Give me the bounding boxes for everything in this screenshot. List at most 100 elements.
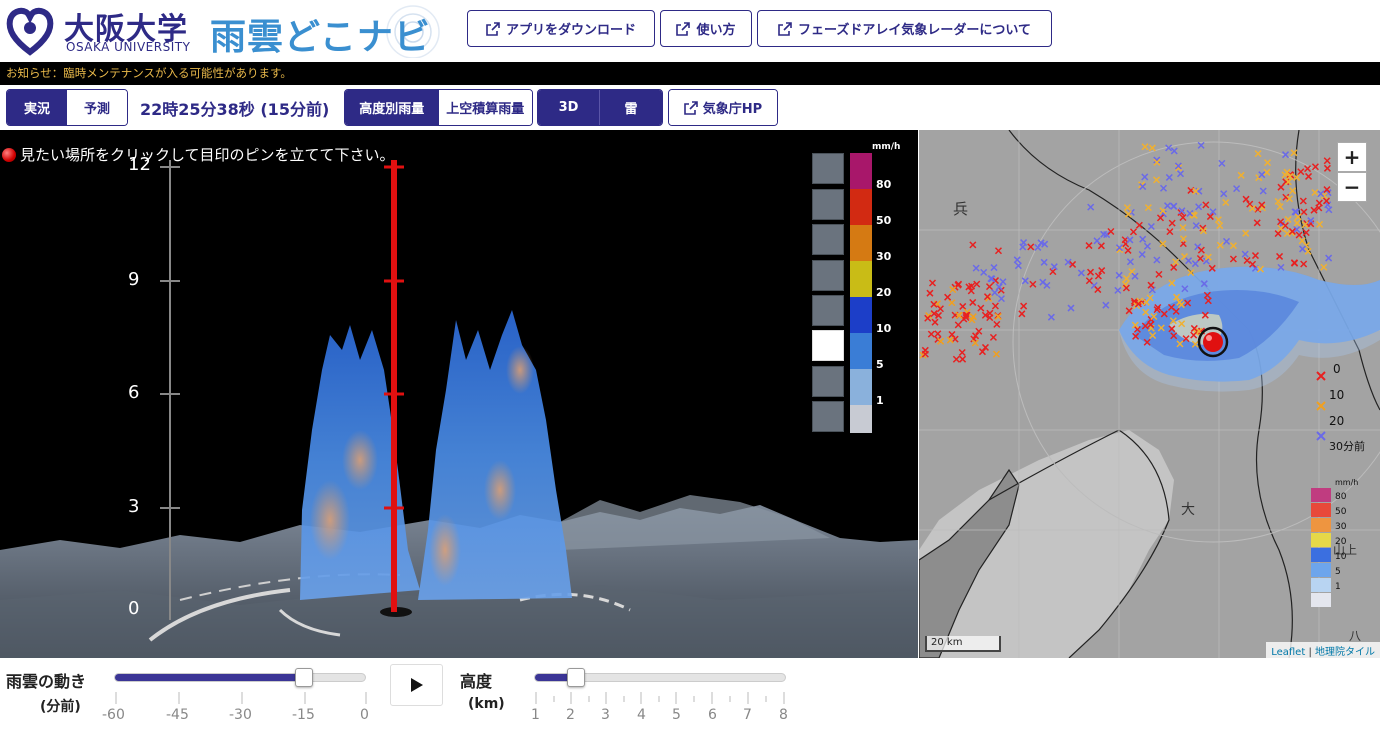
map-legend-label: 5	[1335, 567, 1341, 577]
lightning-mark	[1116, 246, 1124, 254]
lightning-mark	[1170, 147, 1178, 155]
lightning-mark	[1248, 204, 1256, 212]
lightning-mark	[1206, 213, 1214, 221]
rain-core-2	[342, 430, 378, 490]
lightning-mark	[948, 299, 956, 307]
lightning-mark	[1277, 183, 1285, 191]
play-button[interactable]	[390, 664, 443, 706]
altitude-slice-swatch-selected[interactable]	[812, 330, 844, 361]
lightning-mark	[1295, 231, 1303, 239]
jma-link-button[interactable]: 気象庁HP	[668, 89, 778, 126]
lightning-mark	[1298, 245, 1307, 253]
leaflet-link[interactable]: Leaflet	[1271, 647, 1306, 658]
lightning-mark	[1293, 225, 1301, 233]
lightning-mark	[1237, 171, 1245, 179]
zoom-in-button[interactable]: +	[1337, 142, 1367, 172]
tab-observed[interactable]: 実況	[7, 90, 67, 125]
ripple-decoration-icon	[386, 5, 440, 58]
map-canvas[interactable]: 兵 大 山上 八	[919, 130, 1380, 658]
altitude-slice-swatch[interactable]	[812, 295, 844, 326]
altitude-slice-swatch[interactable]	[812, 153, 844, 184]
lightning-mark	[1301, 221, 1309, 229]
lightning-mark	[1304, 165, 1312, 173]
lightning-mark	[1115, 271, 1123, 279]
lightning-mark	[1087, 203, 1095, 211]
location-ring	[1197, 326, 1229, 358]
lightning-mark	[1153, 256, 1161, 264]
terrain-ridge	[560, 495, 830, 550]
legend-3d-unit: mm/h	[872, 142, 901, 152]
lightning-mark	[1276, 203, 1284, 211]
time-slider[interactable]	[114, 668, 366, 687]
lightning-mark	[1143, 338, 1151, 346]
radar-3d-scene[interactable]	[0, 130, 918, 658]
osaka-university-logo[interactable]: 大阪大学 OSAKA UNIVERSITY	[4, 4, 194, 56]
lightning-mark	[1246, 200, 1254, 208]
altitude-slice-swatch[interactable]	[812, 366, 844, 397]
lightning-mark	[1049, 268, 1057, 276]
lightning-mark	[981, 343, 989, 351]
how-to-use-label: 使い方	[696, 23, 736, 38]
tab-forecast[interactable]: 予測	[67, 90, 127, 125]
altitude-slice-swatch[interactable]	[812, 189, 844, 220]
coastline-left	[148, 588, 291, 642]
tab-upper-cumulative-rain[interactable]: 上空積算雨量	[438, 90, 532, 125]
coastline	[988, 429, 1170, 658]
lightning-mark	[977, 304, 985, 312]
height-slider-handle[interactable]	[567, 668, 586, 687]
thunder-legend-marks	[1316, 371, 1326, 441]
legend-3d-label: 30	[876, 250, 892, 263]
lightning-mark	[1170, 202, 1178, 210]
download-app-button[interactable]: アプリをダウンロード	[467, 10, 655, 47]
height-tick-label: 3	[601, 707, 610, 723]
altitude-slice-swatch[interactable]	[812, 224, 844, 255]
lightning-mark	[1253, 219, 1261, 227]
lightning-mark	[1281, 151, 1290, 159]
lightning-mark	[1141, 173, 1149, 181]
altitude-slice-swatch[interactable]	[812, 260, 844, 291]
lightning-mark	[1286, 172, 1294, 180]
external-link-icon	[486, 21, 500, 36]
lightning-mark	[1195, 203, 1203, 211]
jma-link-inner[interactable]: 気象庁HP	[669, 90, 777, 125]
lightning-mark	[1202, 257, 1210, 265]
lightning-mark	[1177, 301, 1185, 309]
height-slider-unit: (km)	[468, 696, 505, 712]
lightning-mark	[969, 313, 977, 321]
lightning-marks	[919, 141, 1333, 363]
lightning-mark	[1199, 227, 1208, 235]
lightning-mark	[1168, 325, 1176, 333]
radar-3d-view[interactable]: 見たい場所をクリックして目印のピンを立てて下さい。 12 9 6 3 0 mm/…	[0, 130, 918, 658]
how-to-use-button[interactable]: 使い方	[660, 10, 752, 47]
radar-map[interactable]: 兵 大 山上 八 + − 0 10 20 30分前 mm/h 80 50 30 …	[919, 130, 1380, 658]
lightning-mark	[1204, 297, 1212, 305]
tab-thunder[interactable]: 雷	[600, 90, 662, 125]
tab-3d[interactable]: 3D	[538, 90, 600, 125]
lightning-mark	[1203, 291, 1211, 299]
lightning-mark	[1311, 163, 1319, 171]
map-legend-swatch	[1311, 533, 1331, 547]
lightning-mark	[1258, 201, 1266, 209]
map-legend-swatch	[1311, 488, 1331, 502]
phased-array-radar-about-button[interactable]: フェーズドアレイ気象レーダーについて	[757, 10, 1052, 47]
zoom-out-button[interactable]: −	[1337, 172, 1367, 202]
lightning-mark	[1276, 252, 1284, 260]
lightning-mark	[1021, 277, 1029, 285]
lightning-mark	[1094, 286, 1102, 294]
lightning-mark	[981, 311, 989, 319]
location-pin-icon[interactable]	[1203, 332, 1223, 352]
lightning-mark	[1067, 304, 1075, 312]
lightning-mark	[1069, 260, 1077, 268]
time-slider-handle[interactable]	[295, 668, 313, 687]
lightning-mark	[1289, 187, 1297, 195]
tab-rain-by-altitude[interactable]: 高度別雨量	[345, 90, 439, 125]
pin-hint-text: 見たい場所をクリックして目印のピンを立てて下さい。	[20, 146, 395, 164]
lightning-mark	[1277, 218, 1285, 226]
lightning-mark	[1310, 206, 1318, 214]
lightning-mark	[926, 289, 934, 297]
lightning-mark	[1138, 250, 1146, 258]
gsi-tiles-link[interactable]: 地理院タイル	[1315, 647, 1375, 658]
height-slider[interactable]	[534, 668, 786, 687]
app-logo[interactable]: 雨雲どこナビ	[208, 4, 448, 58]
altitude-slice-swatch[interactable]	[812, 401, 844, 432]
